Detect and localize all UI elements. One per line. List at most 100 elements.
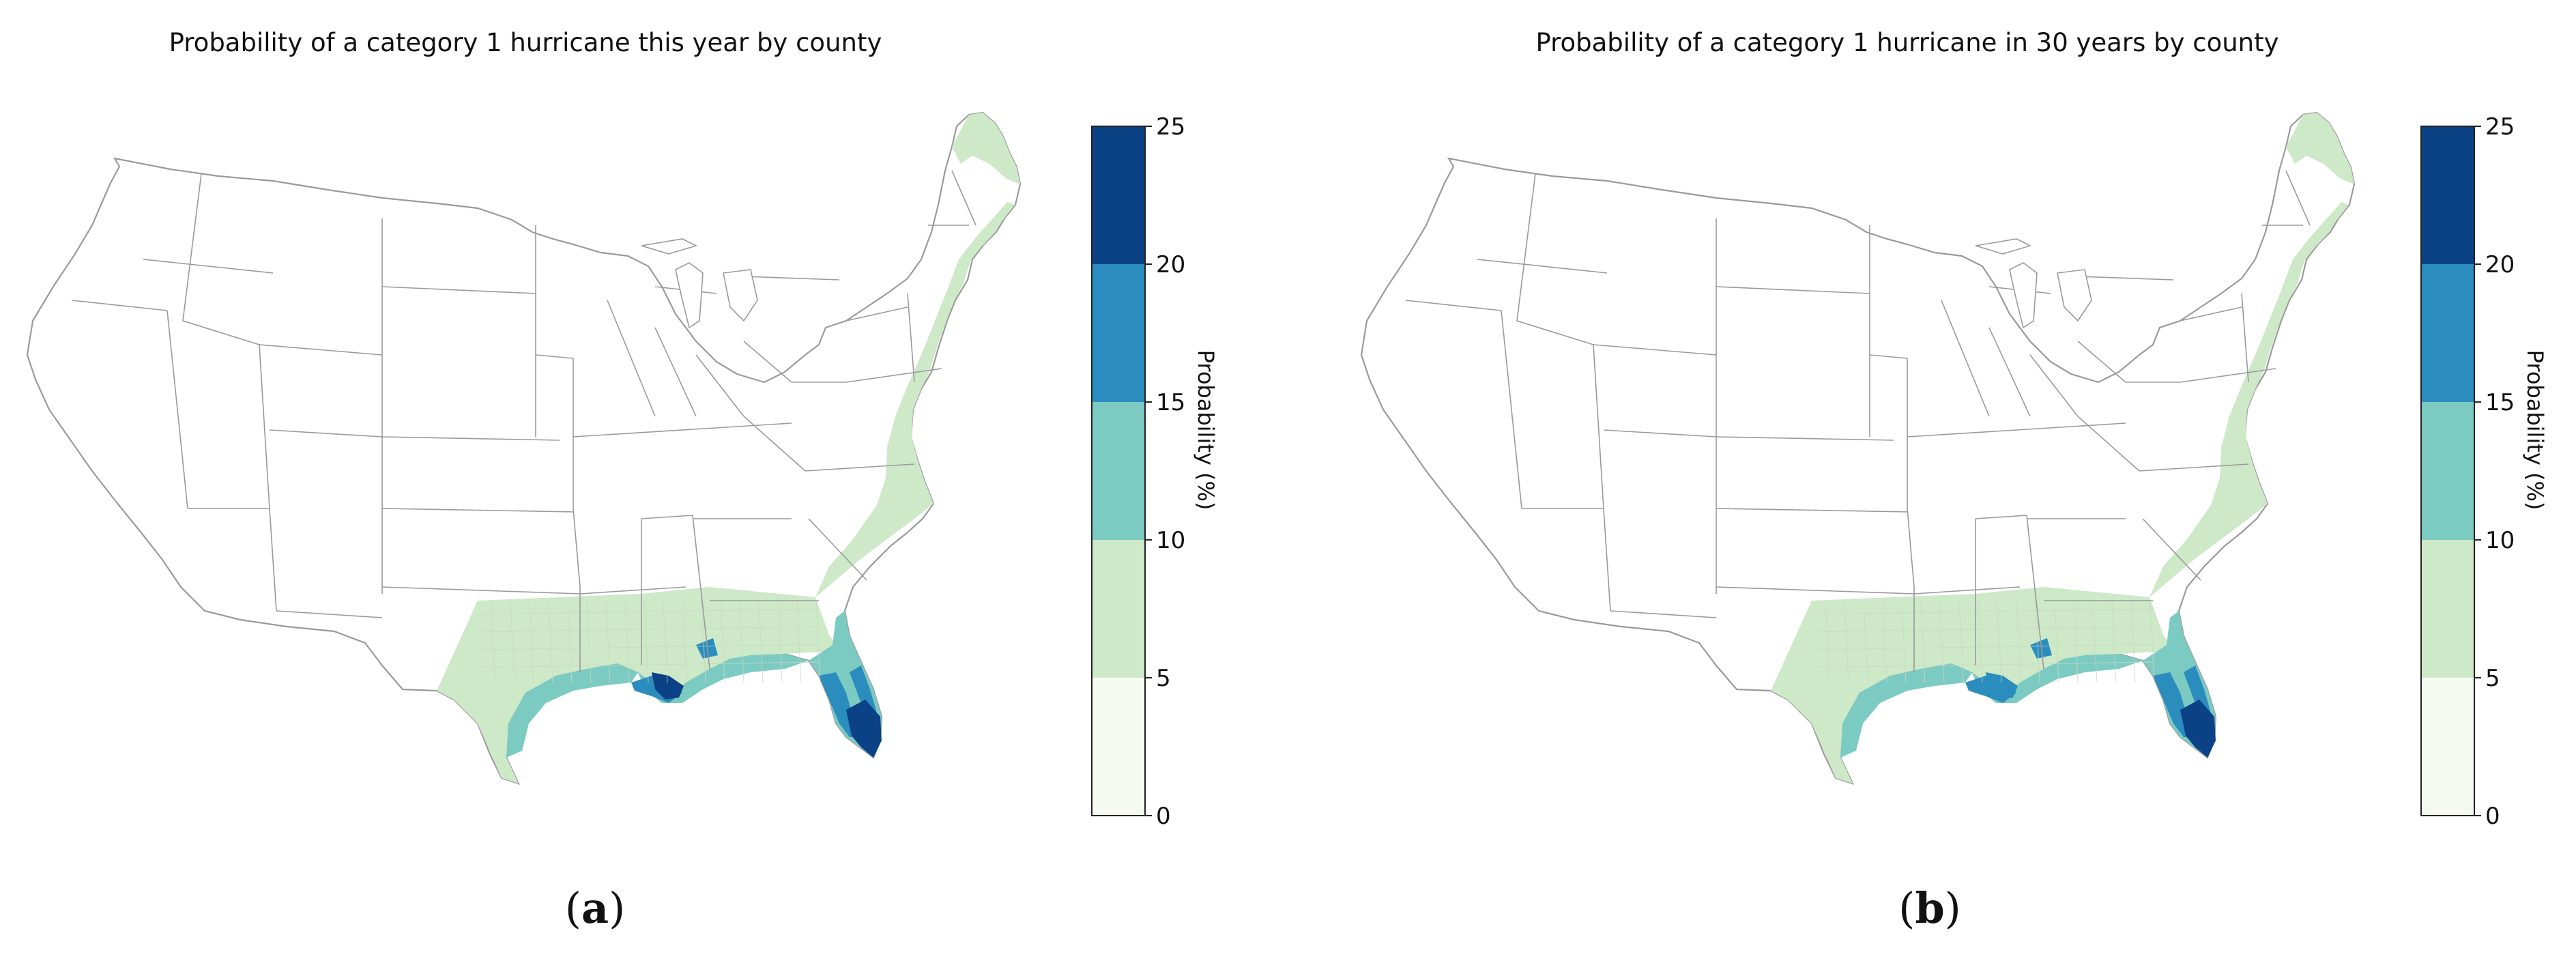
state-border — [1869, 354, 1908, 359]
colorbar-bin — [1092, 402, 1145, 540]
state-border — [641, 515, 693, 519]
county-line — [1811, 608, 2154, 615]
county-borders — [477, 600, 821, 683]
county-line — [605, 600, 611, 683]
state-border — [1913, 586, 2021, 594]
probability-zone — [815, 202, 1015, 597]
lake-michigan — [2009, 262, 2038, 329]
lake-huron — [723, 269, 758, 322]
county-line — [477, 626, 820, 633]
state-borders — [71, 170, 976, 672]
county-line — [643, 600, 649, 683]
county-line — [1939, 600, 1945, 683]
county-line — [1958, 600, 1964, 683]
state-border — [381, 286, 536, 294]
county-line — [2150, 600, 2155, 683]
state-border — [259, 344, 383, 356]
state-border — [1907, 422, 2126, 438]
county-line — [477, 644, 820, 650]
county-line — [1920, 600, 1926, 683]
colorbar-tick-label: 0 — [2485, 803, 2500, 830]
state-border — [743, 276, 840, 281]
map-title: Probability of a category 1 hurricane in… — [1535, 28, 2278, 57]
lake-huron — [2057, 269, 2092, 322]
county-line — [2054, 600, 2059, 683]
colorbar-frame — [1091, 126, 1146, 816]
panel-b: Probability of a category 1 hurricane in… — [1360, 28, 2548, 933]
county-line — [1844, 600, 1849, 683]
state-border — [845, 306, 908, 321]
probability-zones — [437, 113, 1020, 784]
state-border — [951, 170, 976, 226]
probability-zone — [2184, 665, 2211, 717]
state-border — [381, 508, 574, 513]
county-line — [477, 661, 820, 668]
state-border — [579, 586, 686, 594]
county-line — [1882, 600, 1887, 683]
state-border — [381, 436, 560, 441]
probability-zone — [850, 665, 877, 717]
county-line — [2073, 600, 2079, 683]
county-line — [477, 608, 820, 615]
colorbar-tick-label: 15 — [1156, 389, 1185, 416]
state-border — [381, 586, 581, 594]
state-border — [692, 515, 710, 670]
state-border — [2139, 463, 2249, 472]
county-line — [663, 600, 668, 683]
probability-zone — [2286, 113, 2354, 184]
probability-zone — [2150, 202, 2349, 597]
hurricane-probability-map — [26, 111, 1022, 785]
county-line — [1811, 661, 2154, 668]
state-border — [2026, 515, 2044, 670]
colorbar-bin — [2421, 540, 2474, 678]
state-border — [71, 300, 168, 311]
state-border — [182, 173, 260, 345]
colorbar-bin — [1092, 126, 1145, 264]
colorbar-tick-label: 5 — [2485, 665, 2500, 692]
state-border — [167, 310, 188, 509]
state-borders — [1405, 170, 2311, 672]
colorbar-frame — [2420, 126, 2475, 816]
state-border — [1603, 508, 1611, 612]
county-line — [1863, 600, 1868, 683]
probability-zone — [1840, 663, 1972, 758]
colorbar: 0 5 10 15 20 25 Probability (%) — [1091, 113, 1219, 830]
colorbar-tick-label: 20 — [1156, 251, 1185, 278]
state-border — [143, 259, 274, 274]
county-line — [1901, 600, 1907, 683]
state-border — [1975, 515, 2027, 519]
probability-zone — [506, 663, 638, 758]
state-border — [1477, 259, 1608, 274]
lake-michigan — [675, 262, 704, 329]
lake-superior — [641, 238, 698, 255]
colorbar-bin — [1092, 678, 1145, 816]
county-line — [739, 600, 744, 683]
state-border — [269, 429, 383, 438]
state-border — [1907, 508, 1915, 588]
county-line — [2092, 600, 2098, 683]
probability-zone — [652, 672, 684, 700]
county-line — [2016, 600, 2021, 683]
state-border — [1603, 429, 1717, 438]
county-line — [1978, 600, 1983, 683]
panel-a: Probability of a category 1 hurricane th… — [26, 28, 1219, 933]
probability-zone — [2180, 700, 2216, 758]
state-border — [2077, 416, 2140, 472]
state-border — [1610, 610, 1717, 618]
colorbar-bin — [1092, 540, 1145, 678]
state-border — [1716, 286, 1870, 294]
state-border — [2241, 293, 2249, 383]
state-border — [1716, 436, 1894, 441]
state-border — [2285, 170, 2311, 226]
county-line — [2035, 600, 2040, 683]
state-border — [805, 463, 915, 472]
state-border — [2180, 368, 2276, 383]
probability-zone — [1986, 672, 2018, 700]
state-border — [1516, 173, 1594, 345]
county-borders — [1811, 600, 2155, 683]
state-border — [743, 416, 806, 472]
county-line — [529, 600, 534, 683]
state-border — [1941, 300, 1990, 417]
state-border — [2142, 518, 2201, 581]
